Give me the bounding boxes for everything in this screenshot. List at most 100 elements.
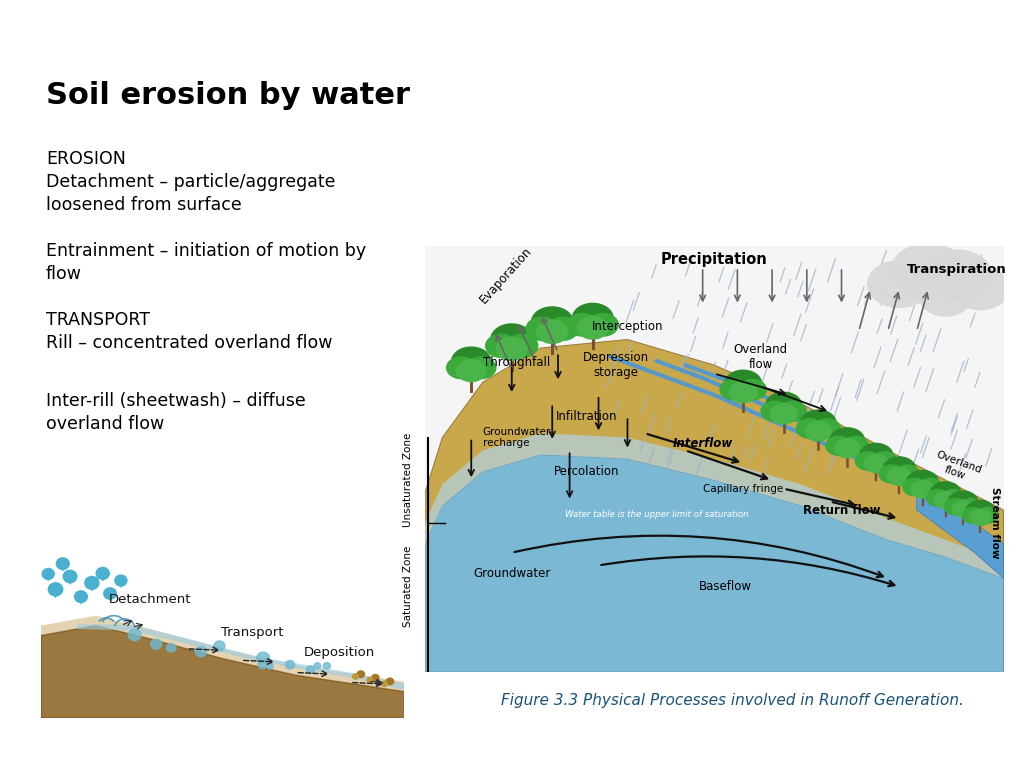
Polygon shape: [425, 433, 1004, 578]
Circle shape: [729, 382, 757, 402]
Circle shape: [891, 243, 966, 299]
Circle shape: [547, 317, 579, 340]
Polygon shape: [425, 339, 1004, 672]
Circle shape: [306, 666, 314, 674]
Circle shape: [779, 401, 806, 421]
Circle shape: [490, 324, 532, 355]
Polygon shape: [41, 616, 404, 692]
Polygon shape: [98, 574, 108, 581]
Circle shape: [56, 558, 70, 570]
Polygon shape: [916, 488, 1004, 578]
Circle shape: [867, 260, 931, 307]
Text: Overland
flow: Overland flow: [931, 449, 983, 485]
Circle shape: [903, 478, 927, 495]
Circle shape: [257, 652, 269, 664]
Polygon shape: [41, 626, 404, 718]
Circle shape: [496, 337, 527, 360]
Circle shape: [977, 508, 998, 523]
Circle shape: [814, 419, 841, 439]
Circle shape: [96, 568, 110, 579]
Circle shape: [895, 465, 920, 483]
Circle shape: [151, 639, 162, 649]
Circle shape: [48, 583, 62, 596]
Polygon shape: [78, 624, 404, 690]
Circle shape: [959, 498, 982, 515]
Circle shape: [531, 307, 573, 338]
Text: Interflow: Interflow: [673, 438, 733, 451]
Circle shape: [801, 410, 836, 436]
Circle shape: [382, 681, 387, 687]
Circle shape: [128, 629, 141, 641]
Circle shape: [452, 347, 490, 376]
Circle shape: [103, 588, 117, 599]
Text: Depression
storage: Depression storage: [583, 351, 649, 379]
Circle shape: [567, 313, 598, 336]
Circle shape: [927, 489, 949, 506]
Circle shape: [843, 436, 868, 455]
Circle shape: [761, 401, 788, 421]
Circle shape: [485, 334, 517, 357]
Circle shape: [75, 591, 87, 602]
Text: Soil erosion by water: Soil erosion by water: [46, 81, 410, 110]
Circle shape: [934, 492, 957, 508]
Circle shape: [887, 468, 911, 485]
Circle shape: [446, 357, 476, 379]
Circle shape: [537, 320, 568, 343]
Circle shape: [367, 677, 373, 683]
Circle shape: [951, 267, 1010, 310]
Circle shape: [196, 647, 207, 657]
Circle shape: [386, 678, 393, 685]
Text: Evaporation: Evaporation: [477, 245, 535, 306]
Circle shape: [357, 671, 365, 677]
Circle shape: [258, 660, 267, 669]
Circle shape: [907, 471, 938, 494]
Text: Baseflow: Baseflow: [699, 581, 753, 593]
Circle shape: [883, 457, 915, 481]
Circle shape: [963, 508, 984, 523]
Polygon shape: [87, 583, 97, 591]
Circle shape: [85, 577, 99, 589]
Text: Throughfall: Throughfall: [483, 356, 550, 369]
Circle shape: [766, 392, 802, 419]
Text: TRANSPORT: TRANSPORT: [46, 311, 151, 329]
Circle shape: [588, 313, 618, 336]
Polygon shape: [44, 574, 52, 581]
Circle shape: [872, 452, 897, 470]
Polygon shape: [58, 564, 68, 571]
Circle shape: [266, 664, 273, 669]
Circle shape: [923, 250, 992, 301]
Circle shape: [944, 498, 967, 515]
Polygon shape: [50, 589, 60, 598]
Polygon shape: [117, 581, 125, 588]
Circle shape: [863, 454, 889, 472]
Text: Groundwater
recharge: Groundwater recharge: [483, 427, 551, 449]
Text: Overland
flow: Overland flow: [733, 343, 787, 371]
Circle shape: [970, 510, 991, 525]
Polygon shape: [66, 577, 75, 585]
Circle shape: [214, 641, 225, 651]
Circle shape: [952, 501, 974, 517]
Circle shape: [948, 491, 978, 513]
Circle shape: [830, 428, 864, 453]
Circle shape: [466, 357, 496, 379]
Polygon shape: [105, 594, 115, 601]
Circle shape: [797, 419, 822, 439]
Text: Precipitation: Precipitation: [660, 252, 768, 267]
Circle shape: [835, 439, 860, 458]
Circle shape: [42, 568, 54, 579]
Circle shape: [457, 359, 486, 382]
Text: Capillary fringe: Capillary fringe: [703, 484, 783, 494]
Text: Transpiration: Transpiration: [907, 263, 1008, 276]
Text: Return flow: Return flow: [803, 504, 881, 517]
Text: Inter-rill (sheetwash) – diffuse
overland flow: Inter-rill (sheetwash) – diffuse overlan…: [46, 392, 306, 432]
Circle shape: [919, 478, 942, 495]
Circle shape: [167, 644, 176, 652]
Text: Deposition: Deposition: [304, 646, 376, 658]
Circle shape: [966, 501, 994, 521]
Circle shape: [910, 481, 934, 498]
Circle shape: [507, 334, 538, 357]
Circle shape: [805, 422, 831, 441]
Text: Entrainment – initiation of motion by
flow: Entrainment – initiation of motion by fl…: [46, 242, 367, 283]
Circle shape: [720, 379, 748, 400]
Text: Percolation: Percolation: [554, 465, 620, 478]
